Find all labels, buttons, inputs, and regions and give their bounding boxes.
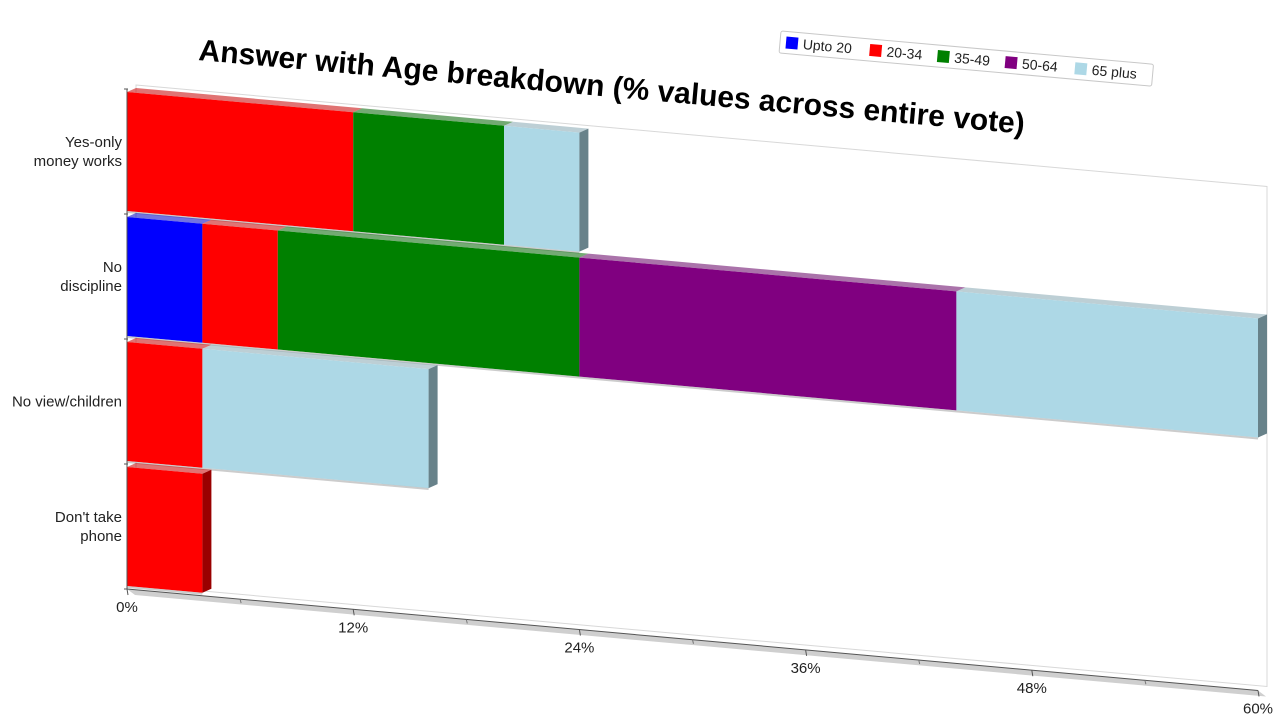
- bar-don-t-take-phone-20-34: [127, 467, 203, 593]
- category-label: Yes-only: [65, 134, 122, 151]
- x-axis-minor-tick: [465, 619, 468, 624]
- x-tick-label: 60%: [1243, 700, 1273, 717]
- bar-no-view-children-65-plus: [202, 348, 429, 489]
- bar-top-yes-only-money-works-65-plus: [504, 121, 589, 133]
- bar-top-no-discipline-upto-20: [127, 213, 212, 224]
- legend-label-65-plus: 65 plus: [1091, 62, 1137, 82]
- bars-group: [126, 88, 1267, 595]
- bar-top-don-t-take-phone-20-34: [127, 463, 212, 474]
- legend-label-upto-20: Upto 20: [802, 36, 852, 56]
- bar-top-no-view-children-20-34: [127, 338, 212, 349]
- x-tick-label: 24%: [564, 640, 594, 657]
- x-axis-tick: [1257, 690, 1260, 697]
- category-label: money works: [34, 153, 122, 170]
- x-tick-label: 36%: [791, 660, 821, 677]
- bar-end-no-view-children: [428, 365, 438, 489]
- x-axis-tick: [805, 649, 808, 656]
- bar-top-no-discipline-20-34: [202, 219, 287, 231]
- category-label: Don't take: [55, 509, 122, 526]
- bar-shadow-don-t-take-phone: [126, 586, 203, 595]
- x-axis-minor-tick: [1144, 680, 1147, 685]
- x-axis-tick: [578, 629, 581, 636]
- x-axis-minor-tick: [692, 639, 694, 644]
- legend-label-35-49: 35-49: [954, 50, 991, 69]
- bar-no-discipline-65-plus: [956, 291, 1258, 438]
- category-label: discipline: [60, 278, 122, 295]
- bar-end-don-t-take-phone: [202, 469, 212, 593]
- bar-no-discipline-20-34: [202, 223, 278, 350]
- x-tick-label: 48%: [1017, 680, 1047, 697]
- bar-top-no-discipline-65-plus: [956, 287, 1267, 319]
- bar-yes-only-money-works-20-34: [127, 92, 354, 232]
- bar-shadow-yes-only-money-works: [126, 211, 580, 254]
- bar-top-no-discipline-50-64: [579, 253, 966, 292]
- legend-group: Upto 20 20-34 35-49 50-64 65 plus: [778, 30, 1154, 87]
- bar-end-yes-only-money-works: [579, 128, 589, 252]
- bar-no-discipline-upto-20: [127, 217, 203, 343]
- legend: Upto 20 20-34 35-49 50-64 65 plus: [778, 30, 1154, 87]
- bar-top-no-view-children-65-plus: [202, 344, 438, 370]
- legend-swatch-20-34: [869, 43, 883, 57]
- legend-label-50-64: 50-64: [1021, 56, 1058, 75]
- x-axis-floor: [127, 589, 1266, 697]
- axes-group: Yes-only money works No discipline No view/c…: [12, 88, 1273, 717]
- legend-swatch-upto-20: [785, 36, 799, 50]
- x-axis-minor-tick: [239, 599, 242, 604]
- category-label: phone: [80, 528, 122, 545]
- legend-label-20-34: 20-34: [886, 43, 923, 62]
- bar-no-discipline-50-64: [579, 257, 957, 411]
- bar-top-no-discipline-35-49: [277, 226, 589, 258]
- legend-swatch-65-plus: [1074, 62, 1088, 76]
- bar-no-view-children-20-34: [127, 342, 203, 468]
- x-tick-label: 12%: [338, 619, 368, 636]
- bar-shadow-no-discipline: [126, 336, 1259, 440]
- legend-swatch-50-64: [1004, 56, 1018, 70]
- category-label: No view/children: [12, 394, 122, 411]
- bar-yes-only-money-works-35-49: [353, 112, 504, 245]
- bar-yes-only-money-works-65-plus: [504, 125, 580, 252]
- x-axis-tick: [352, 609, 355, 616]
- bar-end-no-discipline: [1258, 314, 1267, 438]
- x-tick-label: 0%: [116, 599, 138, 616]
- x-axis-tick: [1031, 670, 1034, 677]
- bar-top-yes-only-money-works-20-34: [127, 88, 363, 113]
- legend-swatch-35-49: [936, 50, 950, 64]
- category-label: No: [103, 259, 122, 276]
- x-axis-tick: [126, 588, 129, 596]
- bar-top-yes-only-money-works-35-49: [353, 108, 513, 126]
- bar-shadow-no-view-children: [126, 461, 429, 491]
- x-axis-minor-tick: [918, 659, 921, 665]
- bar-no-discipline-35-49: [277, 230, 580, 377]
